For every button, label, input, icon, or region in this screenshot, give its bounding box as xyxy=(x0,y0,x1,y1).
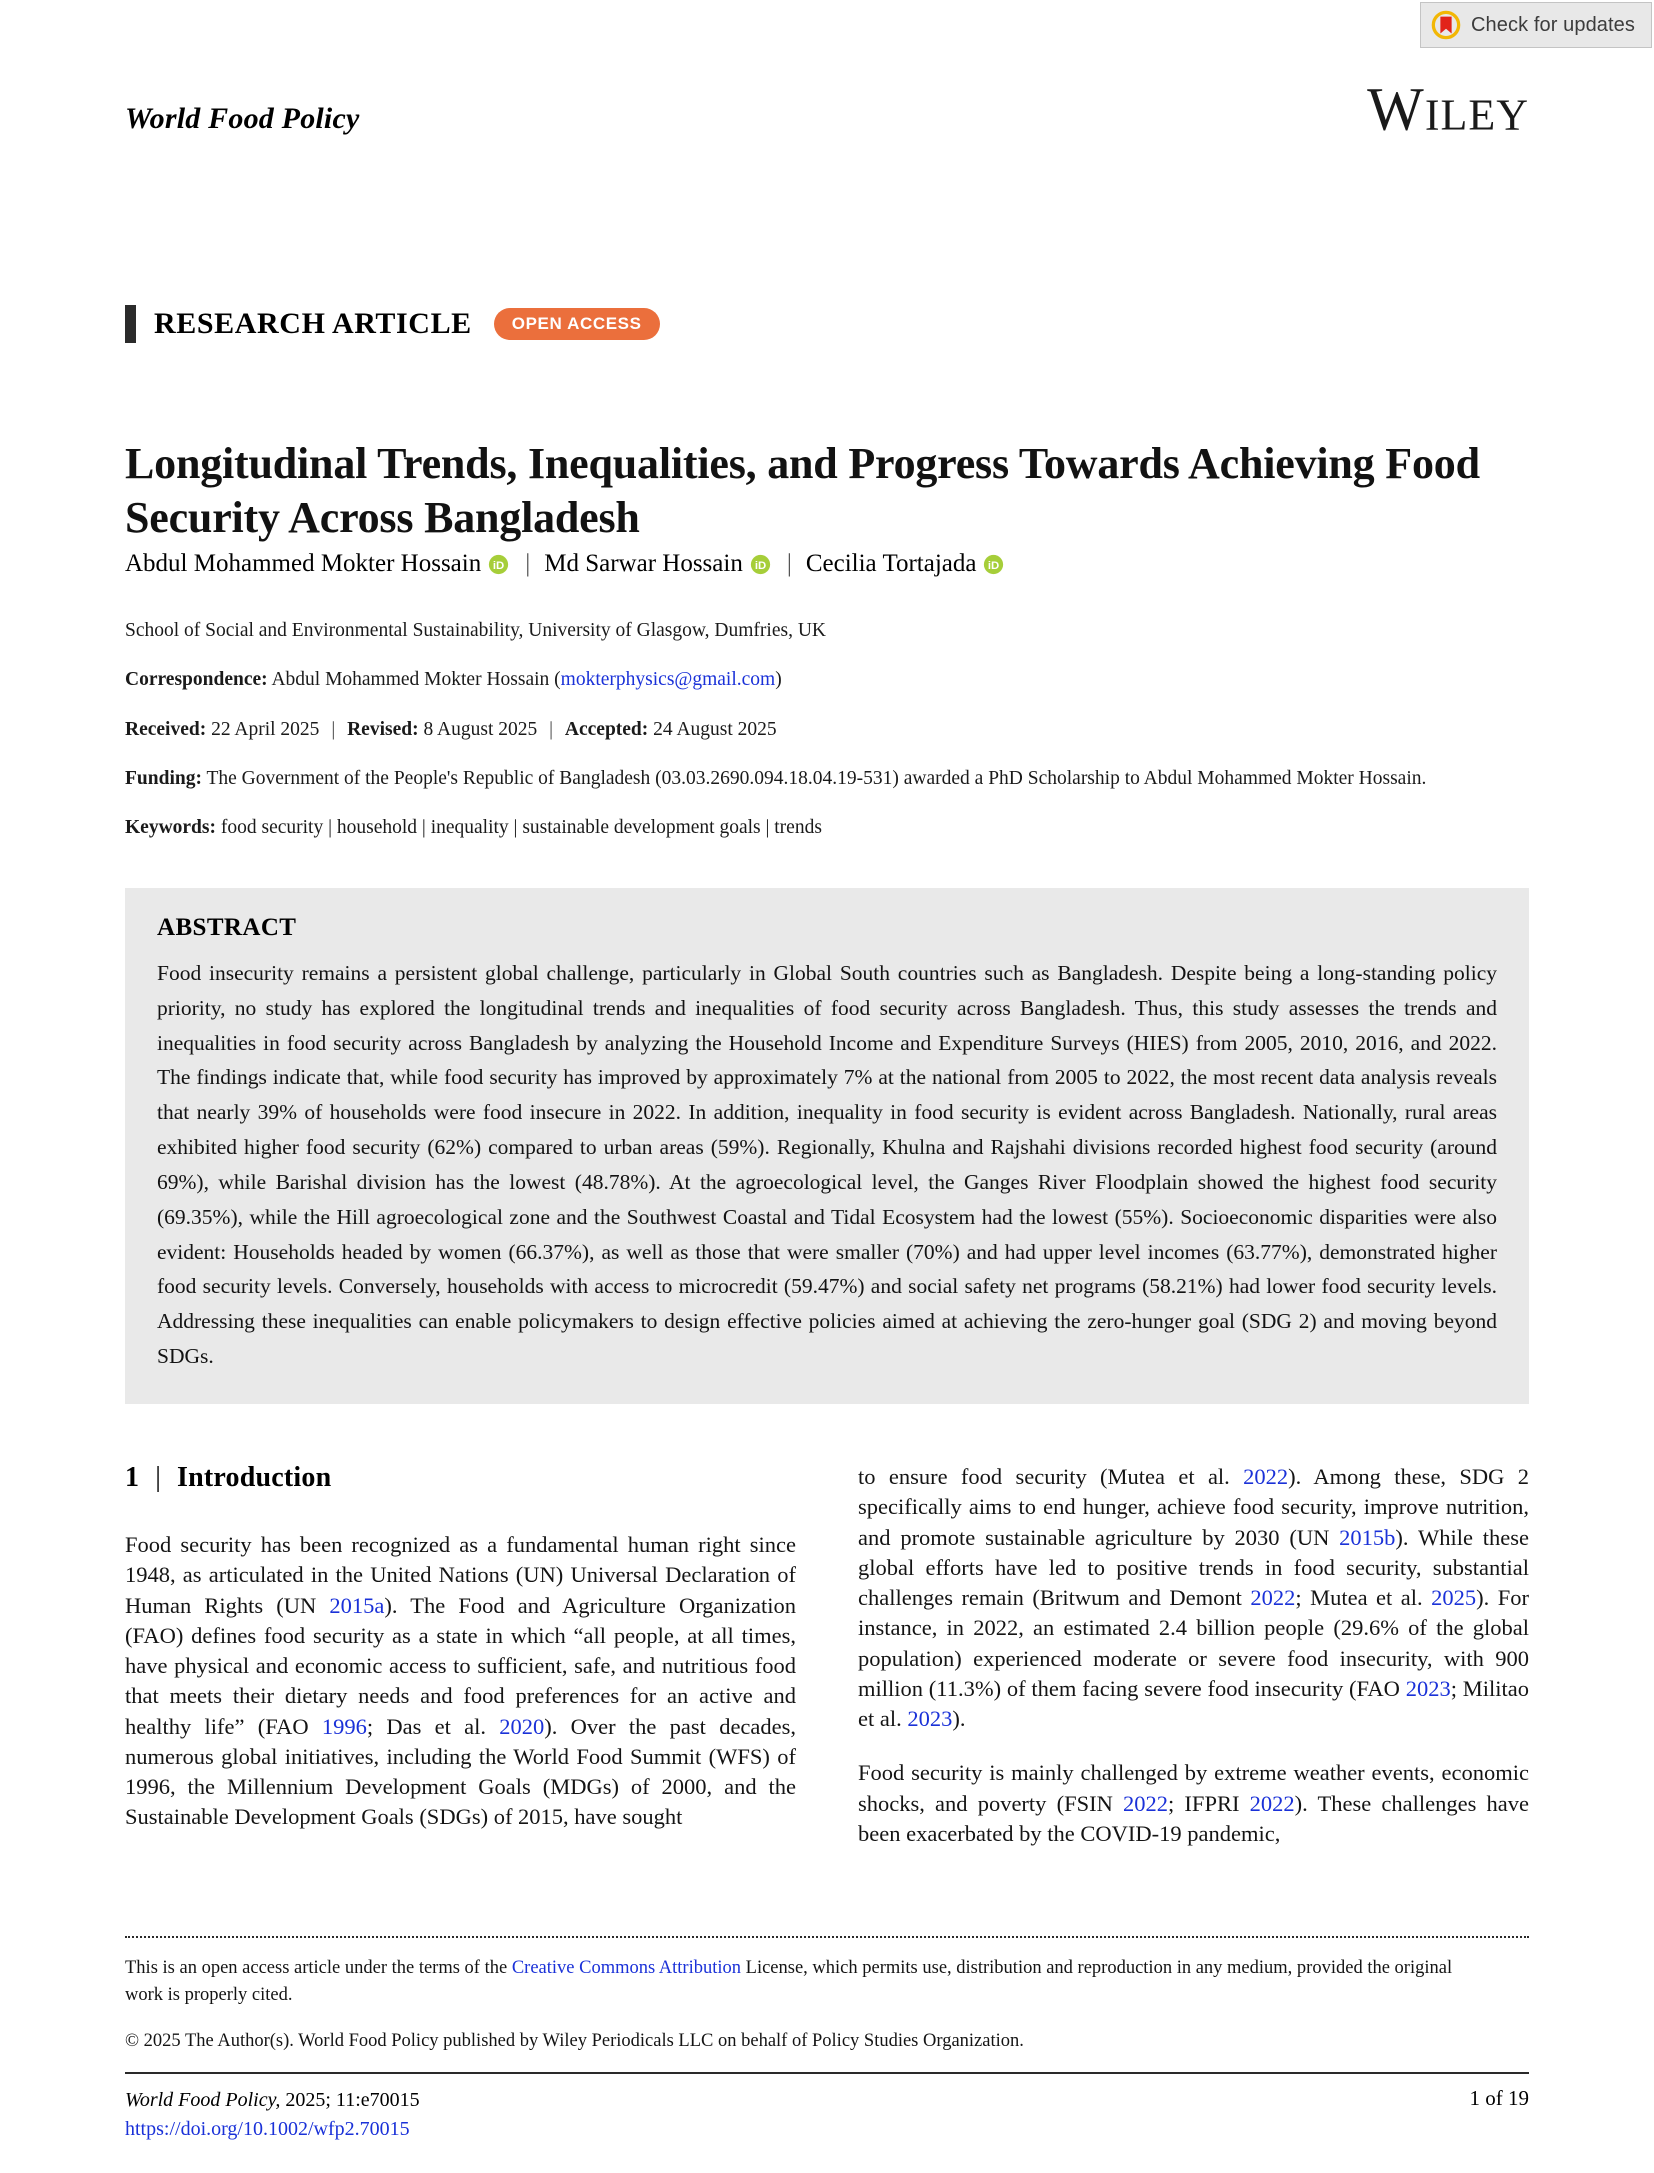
svg-text:iD: iD xyxy=(493,560,504,572)
article-type-label: RESEARCH ARTICLE xyxy=(154,307,472,340)
footer-divider xyxy=(125,1936,1529,1938)
orcid-icon[interactable]: iD xyxy=(488,554,509,575)
citation-link[interactable]: 2022 xyxy=(1250,1585,1296,1610)
page-footer: World Food Policy, 2025; 11:e70015 https… xyxy=(125,2086,1529,2144)
bookmark-check-icon xyxy=(1431,10,1461,40)
copyright-statement: © 2025 The Author(s). World Food Policy … xyxy=(125,2031,1024,2051)
keywords: Keywords: food security | household | in… xyxy=(125,813,1505,842)
journal-name: World Food Policy xyxy=(125,102,360,135)
author-name: Md Sarwar Hossain xyxy=(544,550,743,577)
text-run: This is an open access article under the… xyxy=(125,1958,512,1978)
keywords-text: food security | household | inequality |… xyxy=(220,817,822,838)
orcid-icon[interactable]: iD xyxy=(750,554,771,575)
citation-link[interactable]: 1996 xyxy=(321,1713,367,1739)
funding-label: Funding: xyxy=(125,767,202,789)
author-separator: | xyxy=(786,550,792,577)
citation-link[interactable]: 2020 xyxy=(499,1713,545,1739)
citation-rest: 2025; 11:e70015 xyxy=(280,2089,420,2111)
left-column: 1 | Introduction Food security has been re… xyxy=(125,1462,796,1849)
svg-text:iD: iD xyxy=(755,560,766,572)
body-columns: 1 | Introduction Food security has been re… xyxy=(125,1462,1529,1849)
doi-link[interactable]: https://doi.org/10.1002/wfp2.70015 xyxy=(125,2118,410,2140)
citation-link[interactable]: 2025 xyxy=(1431,1585,1477,1610)
funding-text: The Government of the People's Republic … xyxy=(206,767,1427,789)
correspondence-label: Correspondence: xyxy=(125,669,268,691)
license-statement: This is an open access article under the… xyxy=(125,1955,1455,2024)
text-run: ). Among these, SDG 2 specifically aims … xyxy=(858,1464,1529,1550)
orcid-icon[interactable]: iD xyxy=(983,554,1004,575)
abstract-text: Food insecurity remains a persistent glo… xyxy=(157,961,1497,1369)
text-run: ). For instance, in 2022, an estimated 2… xyxy=(858,1585,1530,1701)
check-for-updates-badge[interactable]: Check for updates xyxy=(1419,2,1652,48)
text-run: ). The Food and Agriculture Organization… xyxy=(125,1592,796,1739)
article-type-bar xyxy=(125,305,136,343)
citation-link[interactable]: 2023 xyxy=(1405,1675,1451,1701)
revised-label: Revised: xyxy=(347,718,419,740)
text-run: ; Mutea et al. xyxy=(1295,1585,1432,1610)
paragraph: Food security is mainly challenged by ex… xyxy=(858,1758,1529,1849)
correspondence-name: Abdul Mohammed Mokter Hossain xyxy=(271,669,550,691)
abstract-section: ABSTRACT Food insecurity remains a persi… xyxy=(125,888,1529,1404)
page-number: 1 of 19 xyxy=(1469,2086,1530,2110)
text-run: ; Militao et al. xyxy=(858,1675,1530,1731)
citation-link[interactable]: 2023 xyxy=(907,1706,953,1731)
citation-link[interactable]: 2022 xyxy=(1123,1790,1169,1816)
section-number: 1 xyxy=(125,1462,140,1493)
abstract-heading: ABSTRACT xyxy=(157,914,297,941)
text-run: Food security has been recognized as a f… xyxy=(125,1532,796,1618)
citation-link[interactable]: 2015b xyxy=(1339,1524,1396,1550)
text-run: ; IFPRI xyxy=(1168,1790,1250,1816)
citation-journal: World Food Policy, xyxy=(125,2089,281,2111)
author-separator: | xyxy=(525,550,531,577)
bottom-divider xyxy=(125,2072,1529,2074)
section-title: Introduction xyxy=(177,1462,332,1493)
section-pipe: | xyxy=(155,1462,162,1493)
citation-line: World Food Policy, 2025; 11:e70015 xyxy=(125,2086,420,2115)
right-column: to ensure food security (Mutea et al. 20… xyxy=(858,1462,1529,1849)
article-metadata: School of Social and Environmental Susta… xyxy=(125,616,1505,862)
wiley-logo: WILEY xyxy=(1367,75,1529,143)
citation-block: World Food Policy, 2025; 11:e70015 https… xyxy=(125,2086,420,2144)
author-name: Abdul Mohammed Mokter Hossain xyxy=(125,550,482,577)
correspondence: Correspondence: Abdul Mohammed Mokter Ho… xyxy=(125,669,782,691)
paragraph: Food security has been recognized as a f… xyxy=(125,1530,796,1833)
received-date: 22 April 2025 xyxy=(211,718,320,740)
svg-text:iD: iD xyxy=(988,560,999,572)
article-dates: Received: 22 April 2025 | Revised: 8 Aug… xyxy=(125,718,777,740)
accepted-date: 24 August 2025 xyxy=(653,718,777,740)
text-run: ). Over the past decades, numerous globa… xyxy=(125,1713,797,1830)
page-title: Longitudinal Trends, Inequalities, and P… xyxy=(125,439,1480,543)
funding-statement: Funding: The Government of the People's … xyxy=(125,764,1505,793)
text-run: ). xyxy=(952,1706,966,1731)
text-run: to ensure food security (Mutea et al. xyxy=(858,1464,1244,1489)
text-run: ; Das et al. xyxy=(366,1713,500,1739)
author-list: Abdul Mohammed Mokter Hossain iD | Md Sa… xyxy=(125,548,1485,581)
text-run: ). These challenges have been exacerbate… xyxy=(858,1790,1529,1846)
paragraph: to ensure food security (Mutea et al. 20… xyxy=(858,1462,1529,1734)
text-run: Food security is mainly challenged by ex… xyxy=(858,1760,1529,1816)
open-access-badge: OPEN ACCESS xyxy=(493,308,660,340)
revised-date: 8 August 2025 xyxy=(423,718,538,740)
running-head: World Food Policy WILEY xyxy=(125,75,1529,143)
received-label: Received: xyxy=(125,718,207,740)
author-name: Cecilia Tortajada xyxy=(805,550,977,577)
citation-link[interactable]: 2022 xyxy=(1243,1464,1289,1489)
citation-link[interactable]: 2022 xyxy=(1249,1790,1295,1816)
affiliation: School of Social and Environmental Susta… xyxy=(125,620,826,641)
check-for-updates-label: Check for updates xyxy=(1470,13,1635,36)
accepted-label: Accepted: xyxy=(564,718,649,740)
creative-commons-link[interactable]: Creative Commons Attribution xyxy=(511,1958,742,1978)
text-run: License, which permits use, distribution… xyxy=(125,1958,1453,2006)
section-heading: 1 | Introduction xyxy=(125,1462,796,1494)
correspondence-email[interactable]: mokterphysics@gmail.com xyxy=(560,669,776,691)
keywords-label: Keywords: xyxy=(125,817,216,838)
citation-link[interactable]: 2015a xyxy=(329,1592,385,1618)
article-type-line: RESEARCH ARTICLE OPEN ACCESS xyxy=(125,305,660,343)
text-run: ). While these global efforts have led t… xyxy=(858,1524,1529,1611)
